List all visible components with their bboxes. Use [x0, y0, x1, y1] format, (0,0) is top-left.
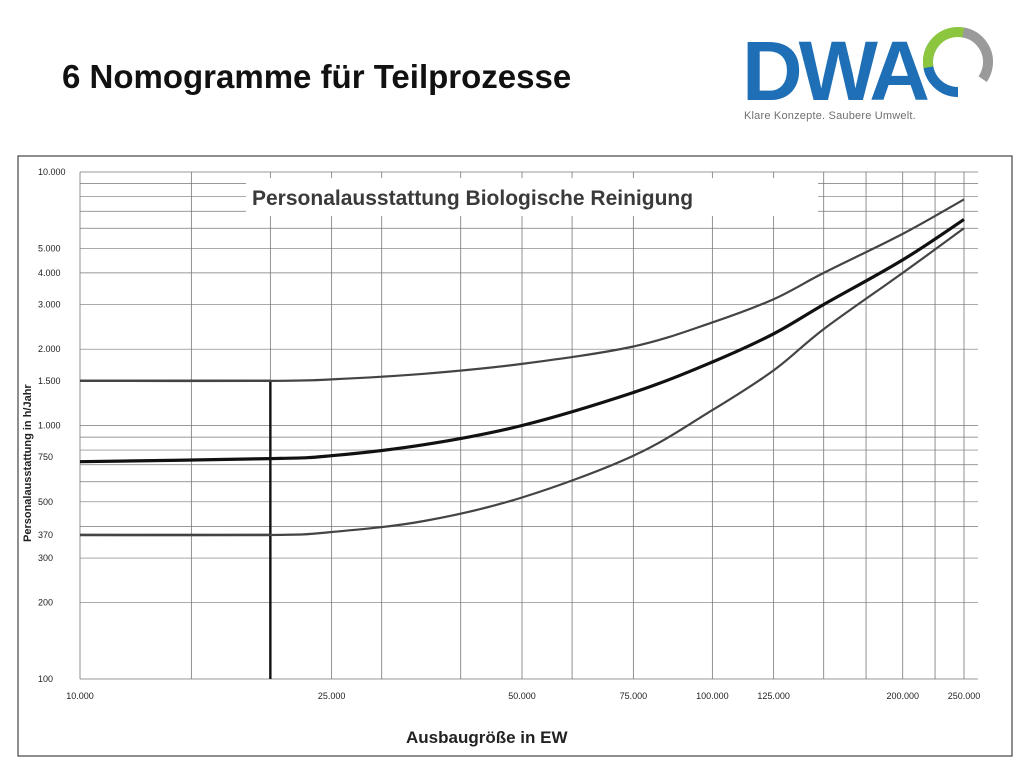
series-line-1	[79, 198, 965, 383]
chart-series	[79, 198, 965, 537]
slide-title: 6 Nomogramme für Teilprozesse	[62, 58, 572, 95]
x-tick-label: 125.000	[757, 691, 790, 701]
y-axis-label: Personalausstattung in h/Jahr	[22, 384, 34, 542]
x-axis-label: Ausbaugröße in EW	[406, 728, 568, 747]
chart-title: Personalausstattung Biologische Reinigun…	[252, 187, 693, 210]
x-tick-label: 75.000	[620, 691, 648, 701]
nomogram-chart: 100 200 300 370 500 750 1.000 1.500 2.000 3.000 4.…	[17, 155, 1013, 757]
x-tick-labels: 10.000 25.000 50.000 75.000 100.000 125.000 20…	[66, 691, 980, 701]
x-tick-label: 50.000	[508, 691, 536, 701]
y-tick-labels: 100 200 300 370 500 750 1.000 1.500 2.000 3.000 4.…	[38, 167, 66, 684]
y-tick-label: 200	[38, 598, 53, 608]
x-tick-label: 100.000	[696, 691, 729, 701]
y-tick-label: 4.000	[38, 268, 61, 278]
series-line-2	[79, 218, 965, 464]
x-tick-label: 25.000	[318, 691, 346, 701]
x-tick-label: 10.000	[66, 691, 94, 701]
y-tick-label: 5.000	[38, 243, 61, 253]
chart-frame	[17, 155, 1013, 757]
logo-ring-grey	[923, 26, 993, 97]
y-tick-label: 300	[38, 553, 53, 563]
y-tick-label: 2.000	[38, 344, 61, 354]
logo-tagline: Klare Konzepte. Saubere Umwelt.	[744, 110, 916, 122]
y-tick-label: 500	[38, 497, 53, 507]
x-tick-label: 200.000	[886, 691, 919, 701]
logo-wordmark: DWA	[742, 24, 928, 118]
chart-grid	[79, 171, 978, 680]
y-tick-label: 1.500	[38, 376, 61, 386]
chart-title-box	[246, 178, 818, 216]
series-line-3	[79, 227, 965, 537]
y-tick-label: 10.000	[38, 167, 66, 177]
chart-container: 100 200 300 370 500 750 1.000 1.500 2.000 3.000 4.…	[14, 152, 1016, 760]
dwa-logo: DWA	[742, 24, 993, 118]
x-tick-label: 250.000	[948, 691, 981, 701]
logo-ring-green	[922, 27, 993, 97]
y-tick-label: 750	[38, 452, 53, 462]
y-tick-label: 1.000	[38, 421, 61, 431]
y-tick-label: 3.000	[38, 300, 61, 310]
y-tick-label: 100	[38, 674, 53, 684]
y-tick-label: 370	[38, 530, 53, 540]
